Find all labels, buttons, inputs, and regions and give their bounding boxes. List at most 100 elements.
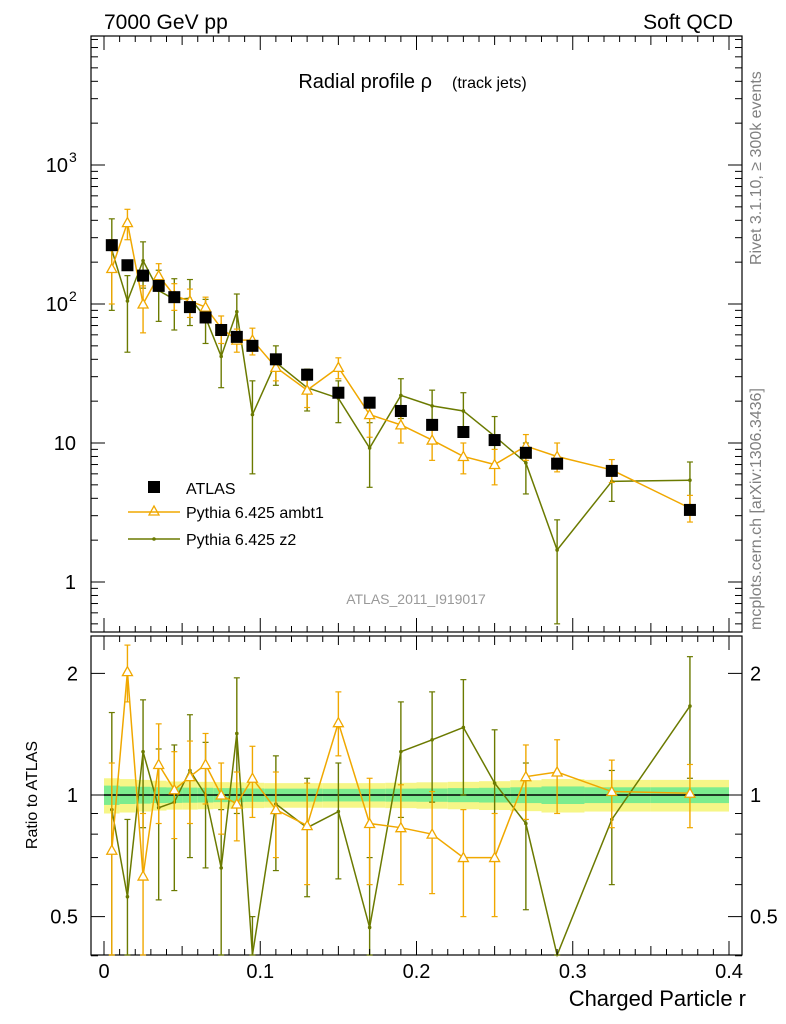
- z2-main-point: [688, 478, 692, 482]
- atlas-data-point: [394, 404, 407, 417]
- ambt1-ratio-point: [105, 843, 118, 855]
- ambt1-ratio-point: [183, 770, 197, 782]
- y-tick-label: 10: [46, 155, 68, 177]
- x-tick-label: 0.3: [559, 961, 587, 983]
- ambt1-main-point: [105, 262, 118, 274]
- atlas-data-point: [152, 279, 165, 292]
- z2-ratio-line: [111, 705, 691, 958]
- ambt1-main-point: [301, 383, 314, 395]
- ambt1-main-point: [121, 216, 134, 228]
- z2-ratio-point: [125, 894, 130, 899]
- atlas-data-point: [363, 396, 376, 409]
- ambt1-main-point: [488, 458, 501, 470]
- z2-main-point: [250, 412, 255, 417]
- z2-main-point: [430, 404, 434, 408]
- chart-title: Radial profile ρ: [298, 71, 432, 93]
- ambt1-ratio-point: [332, 716, 345, 728]
- y-tick-label: 10: [54, 433, 76, 455]
- legend-atlas-marker: [148, 481, 160, 493]
- z2-main-line: [111, 249, 690, 552]
- ratio-y-tick-label-right: 1: [750, 785, 761, 807]
- atlas-data-point: [551, 457, 564, 470]
- legend-atlas-label: ATLAS: [186, 481, 236, 498]
- source-label: mcplots.cern.ch [arXiv:1306.3436]: [748, 388, 765, 630]
- z2-main-point: [235, 309, 239, 314]
- ambt1-ratio-point: [519, 770, 532, 782]
- atlas-data-point: [519, 446, 532, 459]
- x-axis-ticks: 0 0.1 0.2 0.3 0.4: [98, 36, 743, 983]
- ratio-y-tick-label: 0.5: [50, 907, 78, 929]
- x-axis-label: Charged Particle r: [569, 986, 746, 1011]
- ambt1-main-point: [152, 269, 165, 281]
- legend-ambt1-label: Pythia 6.425 ambt1: [186, 505, 324, 522]
- z2-main-point: [399, 393, 403, 398]
- ratio-axis-ticks: 0.5 0.5 1 1 2 2: [50, 663, 778, 957]
- z2-ratio-point: [141, 749, 145, 754]
- main-data-marks: [105, 208, 697, 625]
- ambt1-ratio-point: [152, 758, 165, 770]
- ambt1-ratio-point: [121, 665, 134, 677]
- ambt1-ratio-point: [199, 758, 212, 770]
- x-tick-label: 0.4: [715, 961, 743, 983]
- atlas-data-point: [488, 434, 501, 447]
- atlas-data-point: [105, 239, 118, 252]
- z2-main-point: [219, 354, 223, 359]
- category-label: Soft QCD: [643, 11, 733, 34]
- ambt1-ratio-point: [683, 786, 697, 798]
- ambt1-ratio-point: [230, 797, 243, 809]
- ratio-y-axis-label: Ratio to ATLAS: [24, 741, 41, 849]
- ambt1-ratio-point: [215, 788, 228, 800]
- atlas-data-point: [269, 353, 282, 366]
- atlas-data-point: [230, 330, 243, 343]
- atlas-data-point: [457, 425, 470, 438]
- energy-label: 7000 GeV pp: [104, 11, 228, 34]
- ratio-panel: 0.5 0.5 1 1 2 2 Ratio to ATLAS: [24, 635, 778, 958]
- z2-main-point: [125, 299, 130, 303]
- z2-ratio-point: [367, 925, 372, 930]
- atlas-data-point: [168, 291, 181, 304]
- rivet-label: Rivet 3.1.10, ≥ 300k events: [748, 71, 765, 265]
- y-tick-label-exponent: 2: [69, 288, 77, 304]
- z2-ratio-point: [235, 731, 239, 736]
- z2-ratio-point: [430, 737, 434, 742]
- ambt1-ratio-point: [457, 851, 470, 863]
- ambt1-ratio-point: [136, 869, 150, 881]
- ambt1-ratio-point: [426, 827, 439, 839]
- ambt1-main-point: [332, 361, 345, 373]
- analysis-id: ATLAS_2011_I919017: [346, 591, 486, 607]
- ambt1-main-point: [394, 418, 407, 430]
- z2-main-point: [555, 548, 559, 552]
- atlas-data-point: [121, 259, 134, 272]
- atlas-data-point: [426, 418, 439, 431]
- x-tick-label: 0.1: [246, 961, 274, 983]
- z2-ratio-point: [492, 781, 497, 785]
- ambt1-main-point: [457, 450, 470, 462]
- ratio-data-marks: [105, 644, 697, 958]
- z2-ratio-point: [336, 809, 341, 814]
- z2-ratio-point: [461, 725, 466, 730]
- x-tick-label: 0: [98, 961, 109, 983]
- y-tick-label: 10: [46, 294, 68, 316]
- ratio-y-tick-label: 1: [67, 785, 78, 807]
- z2-main-point: [367, 446, 372, 450]
- ambt1-ratio-point: [301, 819, 314, 831]
- ambt1-main-line: [111, 219, 691, 509]
- ambt1-main-point: [199, 300, 212, 312]
- z2-ratio-point: [219, 866, 223, 870]
- atlas-data-point: [215, 324, 228, 337]
- y-tick-label: 1: [65, 572, 76, 594]
- ratio-y-tick-label: 2: [67, 663, 78, 685]
- ambt1-main-point: [363, 408, 376, 420]
- ambt1-ratio-point: [269, 803, 282, 815]
- z2-ratio-point: [399, 749, 403, 754]
- atlas-data-point: [137, 269, 150, 282]
- ambt1-ratio-point: [168, 783, 181, 795]
- ambt1-ratio-point: [394, 821, 407, 833]
- chart-subtitle: (track jets): [452, 75, 527, 92]
- atlas-data-point: [199, 311, 212, 324]
- ambt1-ratio-point: [363, 817, 376, 829]
- ambt1-main-point: [426, 433, 439, 445]
- y-tick-label-exponent: 3: [69, 149, 77, 165]
- ambt1-ratio-point: [551, 765, 564, 777]
